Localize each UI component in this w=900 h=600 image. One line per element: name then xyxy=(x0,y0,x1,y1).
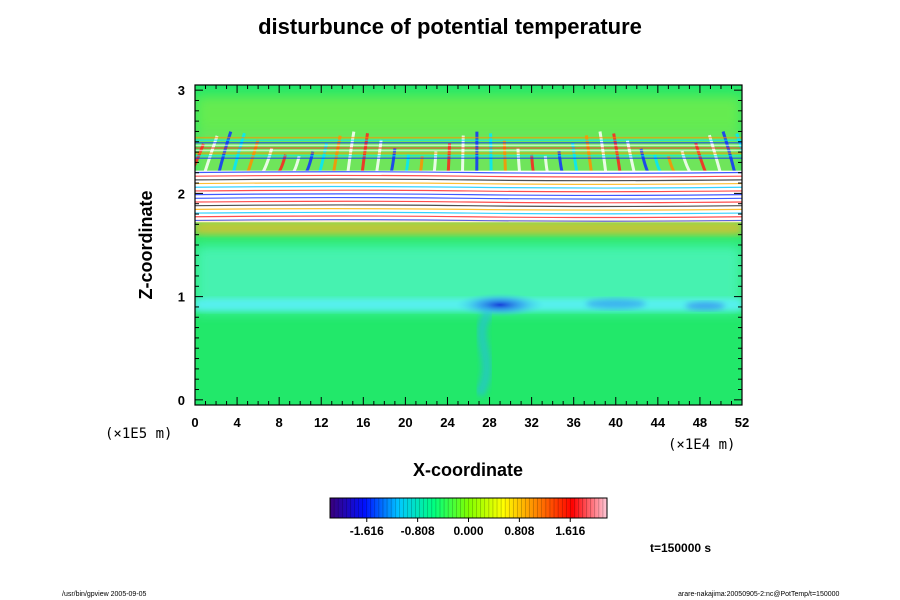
x-axis-label: X-coordinate xyxy=(412,460,523,480)
band-striation xyxy=(195,204,742,208)
x-axis-unit: (×1E4 m) xyxy=(668,437,736,453)
x-tick-label: 24 xyxy=(440,415,455,430)
band-striation xyxy=(195,182,742,185)
y-tick-label: 2 xyxy=(178,186,185,201)
x-tick-label: 4 xyxy=(233,415,241,430)
y-tick-label: 1 xyxy=(178,290,185,305)
x-tick-label: 44 xyxy=(651,415,666,430)
y-tick-label: 3 xyxy=(178,83,185,98)
chart-title: disturbunce of potential temperature xyxy=(258,14,642,39)
saturated-band xyxy=(195,170,742,223)
x-tick-label: 16 xyxy=(356,415,370,430)
colorbar-tick-label: 0.808 xyxy=(504,524,534,538)
x-tick-label: 52 xyxy=(735,415,749,430)
x-tick-label: 28 xyxy=(482,415,496,430)
y-tick-label: 0 xyxy=(178,393,185,408)
band-striation xyxy=(195,215,742,219)
colorbar-tick-label: 0.000 xyxy=(453,524,483,538)
x-tick-label: 12 xyxy=(314,415,328,430)
cold-plume xyxy=(474,308,494,398)
colorbar-tick-label: 1.616 xyxy=(555,524,585,538)
x-tick-label: 20 xyxy=(398,415,412,430)
band-striation xyxy=(195,193,742,197)
field-upper-haze xyxy=(195,95,742,132)
x-tick-label: 32 xyxy=(524,415,538,430)
band-striation xyxy=(195,171,742,174)
footer-right: arare-nakajima:20050905-2:nc@PotTemp/t=1… xyxy=(678,591,840,598)
wave-crest xyxy=(735,133,742,155)
band-striation xyxy=(195,208,742,211)
band-striation xyxy=(195,196,742,200)
x-tick-label: 40 xyxy=(609,415,623,430)
time-label: t=150000 s xyxy=(650,541,712,555)
plot-area xyxy=(195,85,742,405)
band-striation xyxy=(195,178,742,182)
cold-patch-right xyxy=(585,298,646,309)
band-striation xyxy=(195,189,742,193)
warm-edge xyxy=(195,222,742,235)
x-tick-label: 0 xyxy=(191,415,198,430)
colorbar: -1.616 -0.808 0.000 0.808 1.616 xyxy=(329,497,608,538)
footer-left: /usr/bin/gpview 2005-09-05 xyxy=(62,591,147,598)
x-tick-label: 48 xyxy=(693,415,707,430)
x-tick-label: 36 xyxy=(566,415,580,430)
band-striation xyxy=(195,200,742,204)
colorbar-tick-label: -1.616 xyxy=(350,524,384,538)
wave-crest xyxy=(195,143,205,168)
cold-patch-far-right xyxy=(685,301,726,310)
band-striation xyxy=(195,185,742,189)
band-striation xyxy=(195,174,742,178)
x-tick-label: 8 xyxy=(276,415,283,430)
y-axis-unit: (×1E5 m) xyxy=(105,426,173,442)
cold-anomaly xyxy=(455,292,546,317)
band-striation xyxy=(195,211,742,215)
colorbar-tick-label: -0.808 xyxy=(401,524,435,538)
band-striation xyxy=(195,219,742,222)
